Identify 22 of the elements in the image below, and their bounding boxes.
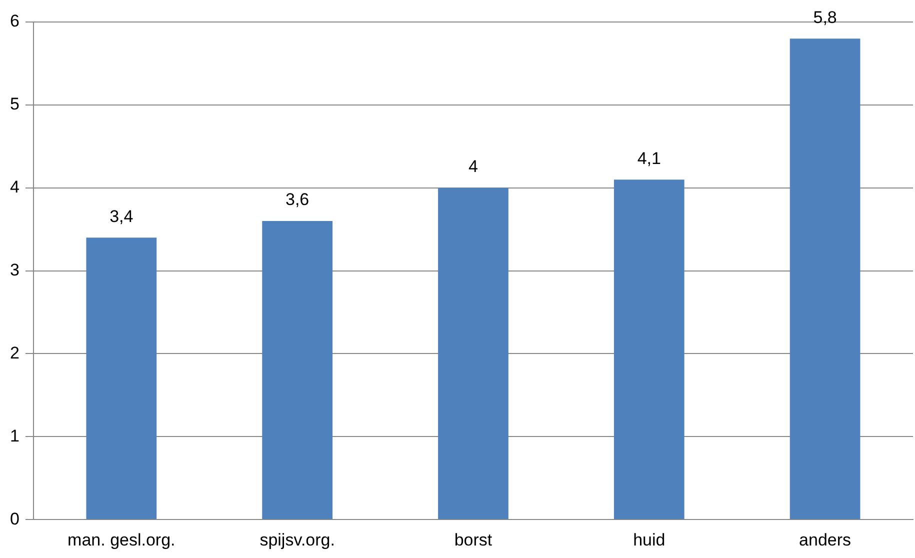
x-tick-label: spijsv.org.	[260, 530, 335, 550]
y-tick-label: 2	[10, 343, 20, 362]
x-tick-label: borst	[454, 530, 492, 550]
bar	[262, 221, 332, 520]
data-label: 5,8	[813, 8, 837, 27]
y-tick-label: 1	[10, 426, 20, 446]
x-tick-label: huid	[633, 530, 666, 550]
bar	[438, 188, 508, 520]
data-label: 3,6	[286, 190, 310, 210]
bar	[86, 238, 157, 520]
x-tick-label: man. gesl.org.	[68, 530, 176, 550]
y-tick-label: 3	[10, 260, 20, 280]
y-tick-label: 0	[10, 509, 20, 528]
data-label: 4,1	[637, 148, 661, 168]
data-label: 4	[468, 157, 478, 176]
y-tick-label: 5	[10, 94, 20, 114]
data-label: 3,4	[110, 206, 134, 226]
bar	[614, 180, 684, 520]
y-tick-label: 6	[10, 12, 20, 31]
bar	[790, 38, 860, 520]
y-tick-label: 4	[10, 178, 20, 197]
x-tick-label: anders	[799, 530, 852, 550]
